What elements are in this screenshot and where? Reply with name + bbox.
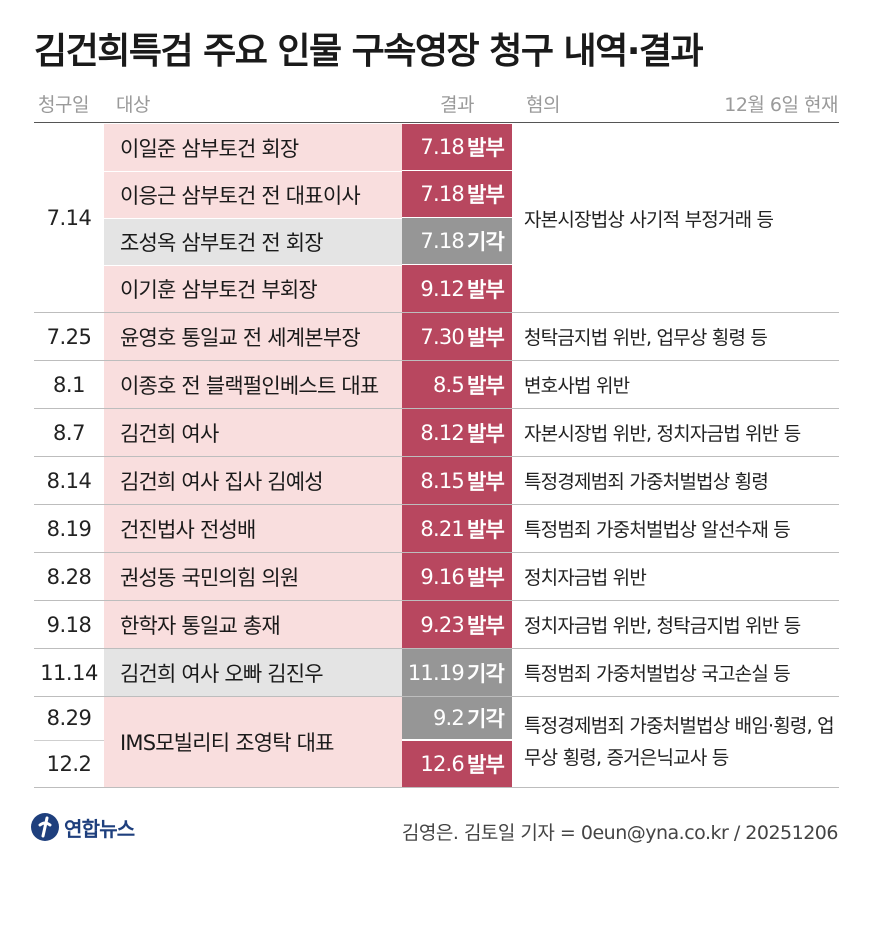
group1-result-1: 7.18 발부 [402,124,512,170]
last-group-target: IMS모빌리티 조영탁 대표 [104,697,402,787]
yonhap-logo: 연합뉴스 [30,812,135,842]
row-charge: 특정경제범죄 가중처벌법상 횡령 [524,471,769,493]
row-result: 8.5 발부 [402,361,512,408]
group1-charge: 자본시장법상 사기적 부정거래 등 [524,208,774,231]
row-date: 11.14 [40,660,98,685]
last-group-result-1: 9.2 기각 [402,697,512,739]
row-divider [34,312,839,313]
group1-result-2: 7.18 발부 [402,171,512,217]
header-asof: 12월 6일 현재 [724,94,838,116]
row-charge: 특정범죄 가중처벌법상 알선수재 등 [524,519,791,541]
header-charge: 혐의 [526,94,560,116]
row-date: 8.14 [46,468,92,493]
row-divider [34,408,839,409]
header-target: 대상 [116,94,150,116]
row-charge: 자본시장법 위반, 정치자금법 위반 등 [524,423,801,445]
row-target: 김건희 여사 집사 김예성 [104,457,402,504]
logo-text: 연합뉴스 [64,816,135,841]
row-result: 8.21 발부 [402,505,512,552]
row-target: 한학자 통일교 총재 [104,601,402,648]
header-result: 결과 [440,94,474,116]
group1-result-3: 7.18 기각 [402,218,512,264]
row-date: 9.18 [46,612,92,637]
last-group-date-1: 8.29 [46,706,92,730]
row-result: 11.19 기각 [402,649,512,696]
header-date: 청구일 [38,94,89,116]
row-result: 9.16 발부 [402,553,512,600]
cell-separator [104,218,402,219]
row-target: 건진법사 전성배 [104,505,402,552]
row-result: 8.15 발부 [402,457,512,504]
row-charge: 정치자금법 위반, 청탁금지법 위반 등 [524,615,801,637]
row-target: 이종호 전 블랙펄인베스트 대표 [104,361,402,408]
last-group-date-2: 12.2 [46,752,92,776]
group1-result-4: 9.12 발부 [402,265,512,312]
row-divider [34,504,839,505]
table-bottom-border [34,787,839,788]
row-date: 8.7 [53,420,85,445]
row-target: 김건희 여사 [104,409,402,456]
row-divider [34,696,839,697]
row-divider [34,360,839,361]
row-charge: 특정범죄 가중처벌법상 국고손실 등 [524,663,791,685]
row-result: 8.12 발부 [402,409,512,456]
row-charge: 청탁금지법 위반, 업무상 횡령 등 [524,327,768,349]
cell-separator [104,265,402,266]
last-group-charge: 특정경제범죄 가중처벌법상 배임·횡령, 업무상 횡령, 증거은닉교사 등 [524,715,835,769]
row-target: 윤영호 통일교 전 세계본부장 [104,313,402,360]
header-divider [34,122,839,123]
group1-target-1: 이일준 삼부토건 회장 [104,124,402,171]
row-divider [34,648,839,649]
group1-target-3: 조성옥 삼부토건 전 회장 [104,218,402,265]
yonhap-logo-icon [31,813,59,841]
last-group-result-2: 12.6 발부 [402,741,512,787]
row-date: 7.25 [46,324,92,349]
row-result: 9.23 발부 [402,601,512,648]
group1-target-4: 이기훈 삼부토건 부회장 [104,265,402,312]
row-charge: 정치자금법 위반 [524,567,647,589]
row-date: 8.19 [46,516,92,541]
group1-target-2: 이응근 삼부토건 전 대표이사 [104,171,402,218]
row-result: 7.30 발부 [402,313,512,360]
group1-date: 7.14 [46,206,92,230]
row-charge: 변호사법 위반 [524,375,630,397]
row-date: 8.28 [46,564,92,589]
row-divider [34,600,839,601]
row-divider [34,456,839,457]
credit-line: 김영은. 김토일 기자 = 0eun@yna.co.kr / 20251206 [401,822,839,844]
date-divider [34,740,104,741]
cell-separator [104,171,402,172]
page-title: 김건희특검 주요 인물 구속영장 청구 내역·결과 [34,31,704,72]
row-divider [34,552,839,553]
row-target: 김건희 여사 오빠 김진우 [104,649,402,696]
row-target: 권성동 국민의힘 의원 [104,553,402,600]
row-date: 8.1 [53,372,85,397]
